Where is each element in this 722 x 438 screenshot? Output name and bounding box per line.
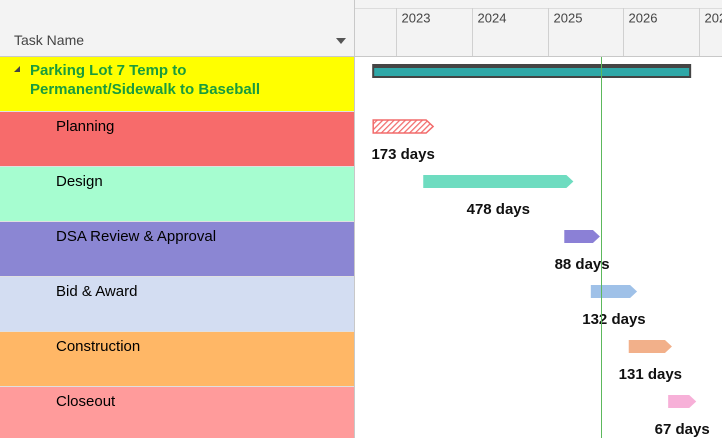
- task-bar: [590, 285, 638, 298]
- task-bar: [372, 119, 435, 134]
- task-rows: Planning Design DSA Review & Approval Bid &…: [0, 112, 354, 438]
- task-name: Design: [56, 173, 103, 190]
- task-bar: [564, 230, 600, 243]
- task-name: DSA Review & Approval: [56, 228, 217, 245]
- dropdown-arrow[interactable]: [336, 38, 346, 44]
- task-row[interactable]: Design: [0, 167, 354, 222]
- duration-label: 67 days: [655, 421, 710, 438]
- duration-label: 88 days: [555, 256, 610, 273]
- task-row[interactable]: Closeout: [0, 387, 354, 438]
- task-row[interactable]: Bid & Award: [0, 277, 354, 332]
- duration-label: 132 days: [582, 311, 645, 328]
- task-name: Planning: [56, 118, 115, 135]
- task-name: Construction: [56, 338, 141, 355]
- duration-label: 131 days: [619, 366, 682, 383]
- task-bar: [668, 395, 697, 408]
- task-row[interactable]: Construction: [0, 332, 354, 387]
- column-title: Task Name: [14, 32, 85, 48]
- task-row[interactable]: Planning: [0, 112, 354, 167]
- summary-row[interactable]: Parking Lot 7 Temp to Permanent/Sidewalk…: [0, 57, 354, 112]
- year-label: 2024: [478, 10, 507, 25]
- task-bar: [628, 340, 672, 353]
- year-label: 2025: [554, 10, 583, 25]
- collapse-icon[interactable]: [14, 66, 20, 72]
- year-label: 2027: [705, 10, 722, 25]
- duration-label: 478 days: [467, 201, 530, 218]
- timeline-header: [355, 0, 722, 56]
- duration-label: 173 days: [371, 146, 434, 163]
- task-table: Task Name Parking Lot 7 Temp to Permanen…: [0, 0, 355, 438]
- task-bar: [423, 175, 574, 188]
- summary-name: Parking Lot 7 Temp to Permanent/Sidewalk…: [30, 62, 261, 98]
- summary-top: [373, 65, 691, 68]
- task-name: Closeout: [56, 393, 116, 410]
- year-label: 2026: [629, 10, 658, 25]
- timeline: 2023 2024 2025 2026 2027 173 days 478 days 88 d…: [355, 0, 722, 438]
- year-label: 2023: [402, 10, 431, 25]
- task-name: Bid & Award: [56, 283, 138, 300]
- task-row[interactable]: DSA Review & Approval: [0, 222, 354, 277]
- table-header: Task Name: [0, 0, 354, 57]
